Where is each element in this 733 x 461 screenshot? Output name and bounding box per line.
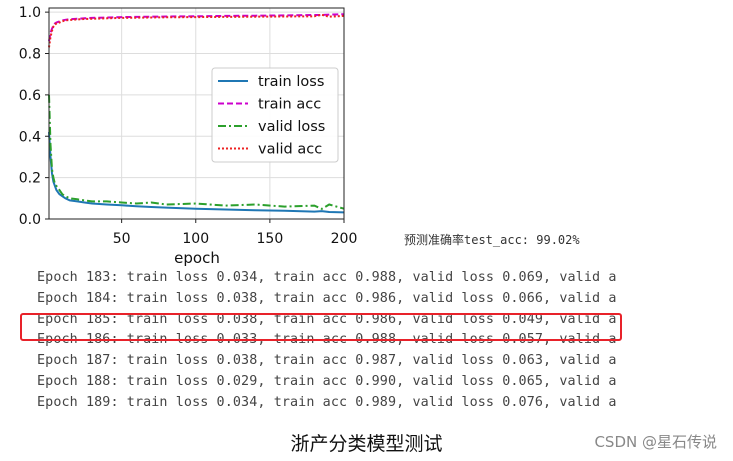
x-tick-label: 200 (331, 231, 358, 247)
legend-label: valid loss (258, 119, 325, 135)
chart-series-lines (48, 13, 345, 214)
log-line: Epoch 185: train loss 0.038, train acc 0… (37, 311, 617, 327)
training-curves-chart: 0.0 0.2 0.4 0.6 0.8 1.0 50 100 150 200 epoch tra… (19, 5, 358, 267)
test-accuracy-text: 预测准确率test_acc: 99.02% (404, 233, 580, 247)
training-log: Epoch 183: train loss 0.034, train acc 0… (37, 268, 617, 416)
highlight-box-epoch-185 (20, 313, 622, 341)
legend-label: train acc (258, 97, 321, 113)
x-tick-label: 50 (113, 231, 131, 247)
plot-frame (48, 7, 345, 220)
log-line: Epoch 187: train loss 0.038, train acc 0… (37, 353, 617, 369)
y-axis-ticks: 0.0 0.2 0.4 0.6 0.8 1.0 (19, 5, 49, 228)
y-tick-label: 0.8 (19, 47, 41, 63)
log-line: Epoch 183: train loss 0.034, train acc 0… (37, 270, 617, 285)
x-axis-label: epoch (174, 249, 220, 267)
log-line: Epoch 189: train loss 0.034, train acc 0… (37, 394, 617, 410)
y-tick-label: 0.0 (19, 212, 41, 228)
legend-box (211, 67, 339, 163)
x-tick-label: 150 (257, 231, 284, 247)
log-line: Epoch 188: train loss 0.029, train acc 0… (37, 374, 617, 389)
series-line-valid-acc (48, 13, 345, 48)
y-tick-label: 1.0 (19, 5, 41, 21)
series-line-train-acc (48, 13, 345, 42)
y-tick-label: 0.4 (19, 129, 41, 145)
legend-label: valid acc (258, 142, 322, 158)
series-line-train-loss (48, 132, 345, 214)
log-line: Epoch 184: train loss 0.038, train acc 0… (37, 290, 617, 306)
chart-legend: train loss train acc valid loss valid acc (211, 67, 339, 163)
series-line-valid-loss (48, 94, 345, 211)
legend-label: train loss (258, 74, 324, 90)
y-tick-label: 0.2 (19, 171, 41, 187)
x-axis-ticks: 50 100 150 200 (113, 219, 358, 247)
x-tick-label: 100 (182, 231, 209, 247)
figure-caption: 浙产分类模型测试 (290, 433, 443, 455)
watermark: CSDN @星石传说 (594, 433, 717, 451)
y-tick-label: 0.6 (19, 88, 41, 104)
